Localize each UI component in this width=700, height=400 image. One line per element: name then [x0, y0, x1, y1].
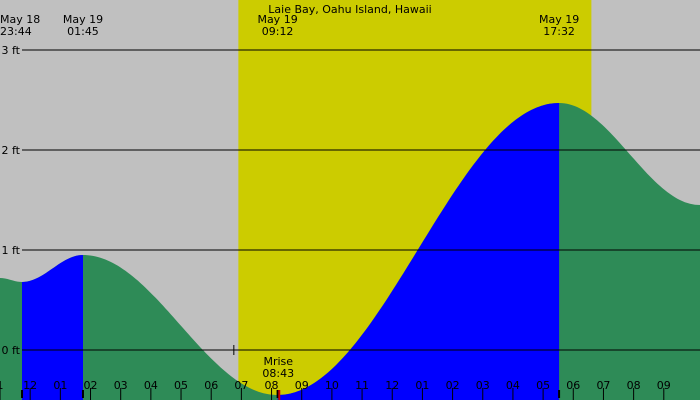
tide-event-date: May 19	[539, 13, 579, 26]
tide-event-date: May 19	[257, 13, 297, 26]
chart-title: Laie Bay, Oahu Island, Hawaii	[268, 3, 431, 16]
gridline-group	[22, 49, 700, 351]
x-tick-label: 03	[476, 379, 490, 392]
x-tick-label: 04	[144, 379, 158, 392]
x-tick-label: 03	[114, 379, 128, 392]
y-tick-label: 1 ft	[2, 244, 21, 257]
moonrise-label: Mrise	[263, 355, 293, 368]
x-tick-label: 06	[204, 379, 218, 392]
x-tick-label: 05	[174, 379, 188, 392]
tide-event-time: 23:44	[0, 25, 32, 38]
x-tick-label: 02	[446, 379, 460, 392]
tide-event-time: 01:45	[67, 25, 99, 38]
x-tick-label: 07	[596, 379, 610, 392]
x-tick-group: 1 12 01 02 03 04 05 06 07 08 09 10 11 12 01 02 03 04 05 06 0…	[0, 379, 671, 400]
x-tick-label: 09	[657, 379, 671, 392]
y-tick-label: 2 ft	[2, 144, 21, 157]
x-tick-label: 02	[84, 379, 98, 392]
x-tick-label: 11	[355, 379, 369, 392]
x-tick-label: 12	[385, 379, 399, 392]
tide-event-date: May 19	[63, 13, 103, 26]
y-tick-label: 3 ft	[2, 44, 21, 57]
x-tick-label: 01	[53, 379, 67, 392]
x-tick-label: 1	[0, 379, 4, 392]
x-tick-label: 08	[627, 379, 641, 392]
y-label-group: 0 ft 1 ft 2 ft 3 ft	[2, 44, 21, 357]
tide-event-time: 17:32	[543, 25, 575, 38]
x-tick-label: 07	[234, 379, 248, 392]
x-tick-label: 04	[506, 379, 520, 392]
x-tick-label: 05	[536, 379, 550, 392]
tide-highlight-area	[277, 103, 560, 400]
tide-event-date: May 18	[0, 13, 40, 26]
y-tick-label: 0 ft	[2, 344, 21, 357]
crosshair-marker	[228, 345, 239, 355]
x-tick-label: 09	[295, 379, 309, 392]
moonrise-time: 08:43	[262, 367, 294, 380]
x-tick-label: 12	[23, 379, 37, 392]
x-tick-label: 10	[325, 379, 339, 392]
tide-highlight-group	[22, 103, 560, 400]
x-tick-label: 01	[415, 379, 429, 392]
x-tick-label: 06	[566, 379, 580, 392]
tide-highlight-area	[22, 255, 83, 400]
x-tick-label: 08	[265, 379, 279, 392]
tide-event-time: 09:12	[262, 25, 294, 38]
